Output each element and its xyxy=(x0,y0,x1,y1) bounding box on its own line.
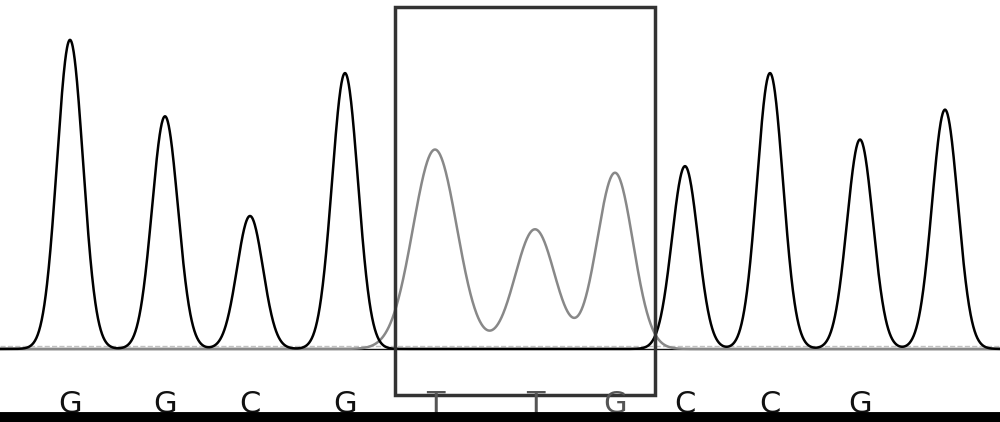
Text: C: C xyxy=(239,390,261,419)
Text: C: C xyxy=(674,390,696,419)
Bar xyxy=(395,7,655,395)
Text: T: T xyxy=(526,390,544,419)
Text: C: C xyxy=(759,390,781,419)
Text: G: G xyxy=(153,390,177,419)
Text: G: G xyxy=(58,390,82,419)
Text: T: T xyxy=(426,390,444,419)
Text: G: G xyxy=(333,390,357,419)
Text: G: G xyxy=(848,390,872,419)
Text: G: G xyxy=(603,390,627,419)
